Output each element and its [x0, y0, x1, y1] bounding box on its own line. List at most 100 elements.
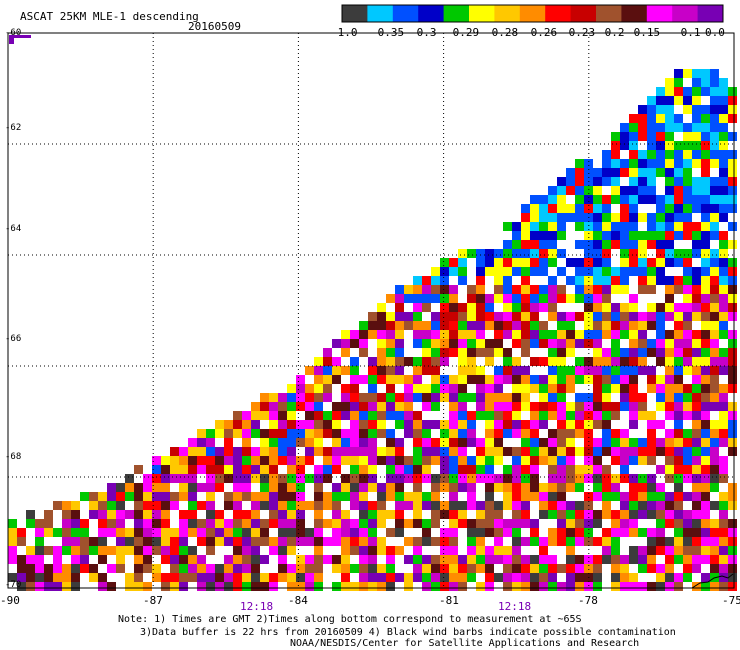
- heatmap-cell: [332, 420, 341, 429]
- heatmap-cell: [629, 546, 638, 555]
- heatmap-cell: [665, 150, 674, 159]
- heatmap-cell: [422, 321, 431, 330]
- heatmap-cell: [287, 519, 296, 528]
- heatmap-cell: [557, 195, 566, 204]
- heatmap-cell: [629, 150, 638, 159]
- heatmap-cell: [278, 492, 287, 501]
- heatmap-cell: [242, 411, 251, 420]
- heatmap-cell: [233, 510, 242, 519]
- heatmap-cell: [566, 582, 575, 591]
- heatmap-cell: [440, 276, 449, 285]
- heatmap-cell: [206, 546, 215, 555]
- heatmap-cell: [665, 303, 674, 312]
- heatmap-cell: [683, 213, 692, 222]
- heatmap-cell: [152, 465, 161, 474]
- heatmap-cell: [584, 510, 593, 519]
- heatmap-cell: [422, 573, 431, 582]
- heatmap-cell: [80, 555, 89, 564]
- heatmap-cell: [512, 519, 521, 528]
- heatmap-cell: [26, 564, 35, 573]
- heatmap-cell: [323, 501, 332, 510]
- heatmap-cell: [404, 429, 413, 438]
- heatmap-cell: [89, 510, 98, 519]
- heatmap-cell: [683, 258, 692, 267]
- heatmap-cell: [296, 510, 305, 519]
- heatmap-cell: [395, 366, 404, 375]
- heatmap-cell: [431, 582, 440, 591]
- heatmap-cell: [260, 492, 269, 501]
- heatmap-cell: [431, 384, 440, 393]
- heatmap-cell: [305, 564, 314, 573]
- heatmap-cell: [449, 375, 458, 384]
- heatmap-cell: [332, 537, 341, 546]
- heatmap-cell: [224, 528, 233, 537]
- heatmap-cell: [539, 303, 548, 312]
- heatmap-cell: [539, 456, 548, 465]
- heatmap-cell: [611, 474, 620, 483]
- heatmap-cell: [548, 258, 557, 267]
- heatmap-cell: [449, 321, 458, 330]
- heatmap-cell: [323, 375, 332, 384]
- heatmap-cell: [611, 528, 620, 537]
- heatmap-cell: [368, 528, 377, 537]
- heatmap-cell: [566, 177, 575, 186]
- heatmap-cell: [620, 375, 629, 384]
- heatmap-cell: [620, 141, 629, 150]
- heatmap-cell: [593, 231, 602, 240]
- heatmap-cell: [206, 582, 215, 591]
- heatmap-cell: [638, 402, 647, 411]
- heatmap-cell: [161, 474, 170, 483]
- heatmap-cell: [503, 492, 512, 501]
- heatmap-cell: [332, 402, 341, 411]
- heatmap-cell: [728, 132, 737, 141]
- heatmap-cell: [476, 501, 485, 510]
- heatmap-cell: [386, 321, 395, 330]
- heatmap-cell: [125, 537, 134, 546]
- heatmap-cell: [341, 366, 350, 375]
- heatmap-cell: [458, 447, 467, 456]
- heatmap-cell: [593, 186, 602, 195]
- heatmap-cell: [548, 456, 557, 465]
- heatmap-cell: [530, 483, 539, 492]
- heatmap-cell: [602, 393, 611, 402]
- heatmap-cell: [557, 483, 566, 492]
- heatmap-cell: [548, 222, 557, 231]
- heatmap-cell: [458, 483, 467, 492]
- heatmap-cell: [719, 411, 728, 420]
- heatmap-cell: [521, 483, 530, 492]
- heatmap-cell: [323, 357, 332, 366]
- heatmap-cell: [404, 321, 413, 330]
- heatmap-cell: [386, 384, 395, 393]
- heatmap-cell: [260, 429, 269, 438]
- heatmap-cell: [143, 546, 152, 555]
- heatmap-cell: [512, 303, 521, 312]
- heatmap-cell: [548, 501, 557, 510]
- heatmap-cell: [602, 222, 611, 231]
- heatmap-cell: [377, 582, 386, 591]
- heatmap-cell: [593, 222, 602, 231]
- heatmap-cell: [224, 465, 233, 474]
- heatmap-cell: [557, 456, 566, 465]
- heatmap-cell: [593, 213, 602, 222]
- heatmap-cell: [701, 537, 710, 546]
- heatmap-cell: [449, 492, 458, 501]
- heatmap-cell: [485, 582, 494, 591]
- heatmap-cell: [665, 465, 674, 474]
- heatmap-cell: [584, 294, 593, 303]
- heatmap-cell: [629, 339, 638, 348]
- heatmap-cell: [170, 573, 179, 582]
- heatmap-cell: [674, 393, 683, 402]
- heatmap-cell: [503, 582, 512, 591]
- time-label: 12:18: [240, 600, 274, 613]
- heatmap-cell: [512, 231, 521, 240]
- heatmap-cell: [413, 501, 422, 510]
- heatmap-cell: [629, 267, 638, 276]
- heatmap-cell: [233, 501, 242, 510]
- heatmap-cell: [530, 240, 539, 249]
- heatmap-cell: [278, 420, 287, 429]
- heatmap-cell: [548, 285, 557, 294]
- heatmap-cell: [494, 429, 503, 438]
- heatmap-cell: [224, 429, 233, 438]
- heatmap-cell: [602, 249, 611, 258]
- heatmap-cell: [107, 582, 116, 591]
